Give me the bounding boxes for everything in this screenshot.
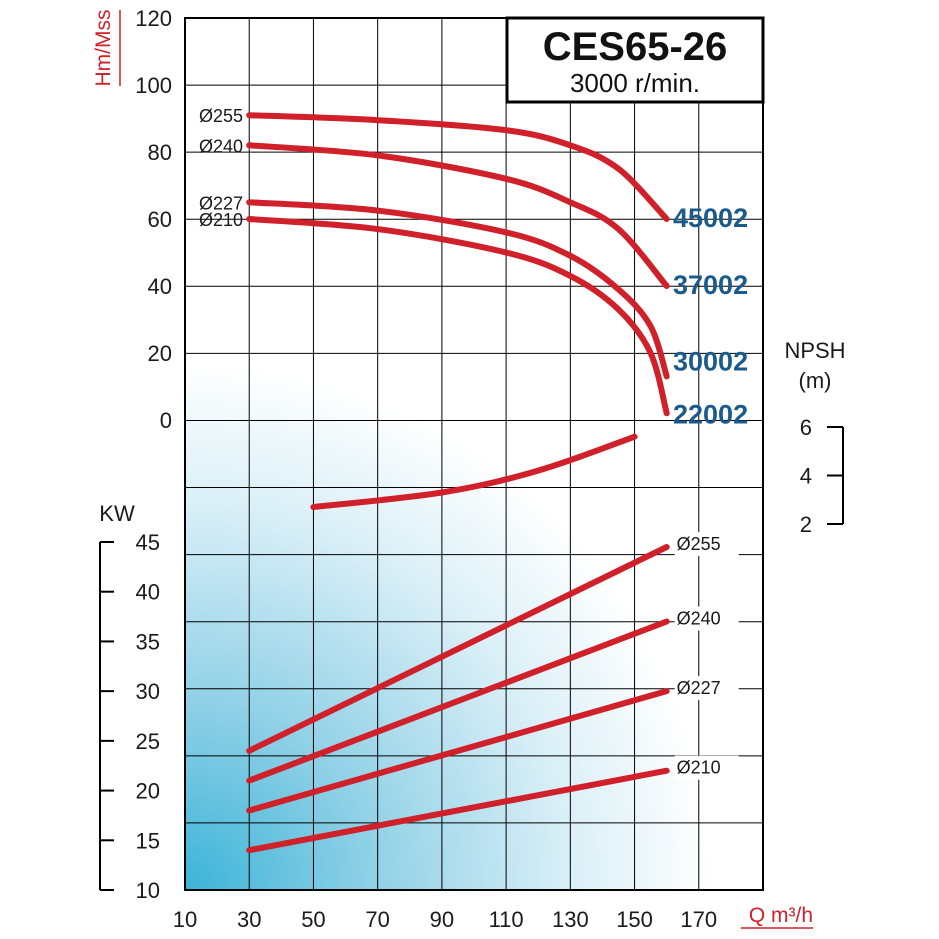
head-curve	[246, 199, 670, 380]
chart-title: CES65-26	[543, 25, 728, 69]
power-tick-label: 30	[136, 679, 160, 704]
x-tick-label: 170	[680, 907, 717, 932]
curves	[246, 112, 670, 854]
x-tick-label: 30	[237, 907, 261, 932]
power-label-background	[674, 531, 739, 556]
npsh-tick-label: 2	[800, 512, 812, 537]
head-tick-label: 0	[160, 408, 172, 433]
head-curve-diameter-label: Ø240	[199, 136, 243, 156]
head-tick-label: 60	[148, 207, 172, 232]
x-tick-label: 110	[489, 907, 524, 932]
title-box: CES65-26 3000 r/min.	[505, 16, 765, 104]
x-tick-label: 10	[173, 907, 197, 932]
power-curve	[246, 618, 670, 784]
head-curve	[246, 112, 670, 222]
power-curve	[246, 767, 670, 854]
npsh-axis-unit: (m)	[799, 368, 832, 393]
x-tick-label: 150	[616, 907, 653, 932]
power-label-background	[674, 606, 739, 631]
head-curve	[246, 142, 670, 289]
motor-model-label: 37002	[673, 270, 748, 300]
head-curve-diameter-label: Ø255	[199, 106, 243, 126]
x-tick-label: 90	[430, 907, 454, 932]
power-tick-label: 15	[136, 828, 160, 853]
power-tick-label: 45	[136, 530, 160, 555]
title-box-frame	[505, 16, 765, 104]
head-tick-label: 120	[135, 6, 172, 31]
x-axis-label: Q m³/h	[749, 904, 813, 927]
head-axis-label: Hm/Mss	[92, 10, 115, 87]
power-axis: 45 40 35 30 25 20 15 10	[99, 530, 160, 903]
power-axis-label: KW	[99, 501, 135, 526]
motor-model-label: 22002	[673, 399, 748, 429]
npsh-axis: 6 4 2	[800, 415, 844, 537]
head-tick-label: 100	[135, 73, 172, 98]
power-label-background	[674, 676, 739, 701]
power-tick-label: 25	[136, 729, 160, 754]
x-axis-ticks: 10 30 50 70 90 110 130 150 170	[173, 907, 717, 932]
head-axis-ticks: 0 20 40 60 80 100 120	[135, 6, 172, 433]
power-curve-diameter-label: Ø240	[677, 609, 721, 629]
curve-labels: Ø255 45002 Ø240 37002 Ø227 30002 Ø210 22002 Ø255…	[199, 106, 748, 780]
power-curve-diameter-label: Ø210	[677, 758, 721, 778]
motor-model-label: 30002	[673, 346, 748, 376]
power-tick-label: 20	[136, 779, 160, 804]
head-curve	[246, 216, 670, 417]
npsh-tick-label: 6	[800, 415, 812, 440]
npsh-tick-label: 4	[800, 464, 812, 489]
head-curve-diameter-label: Ø210	[199, 210, 243, 230]
power-tick-label: 40	[136, 580, 160, 605]
power-label-background	[674, 755, 739, 780]
x-tick-label: 50	[301, 907, 325, 932]
head-tick-label: 80	[148, 140, 172, 165]
power-curve	[246, 544, 670, 754]
x-tick-label: 70	[365, 907, 389, 932]
npsh-curve	[310, 433, 638, 510]
head-curve-diameter-label: Ø227	[199, 193, 243, 213]
power-tick-label: 35	[136, 629, 160, 654]
power-tick-label: 10	[136, 878, 160, 903]
chart-subtitle: 3000 r/min.	[570, 68, 700, 98]
power-curve-diameter-label: Ø227	[677, 678, 721, 698]
plot-frame	[184, 17, 764, 891]
power-curve	[246, 688, 670, 814]
head-tick-label: 20	[148, 341, 172, 366]
npsh-axis-label: NPSH	[784, 338, 845, 363]
x-tick-label: 130	[552, 907, 589, 932]
head-tick-label: 40	[148, 274, 172, 299]
motor-model-label: 45002	[673, 203, 748, 233]
power-curve-diameter-label: Ø255	[677, 534, 721, 554]
